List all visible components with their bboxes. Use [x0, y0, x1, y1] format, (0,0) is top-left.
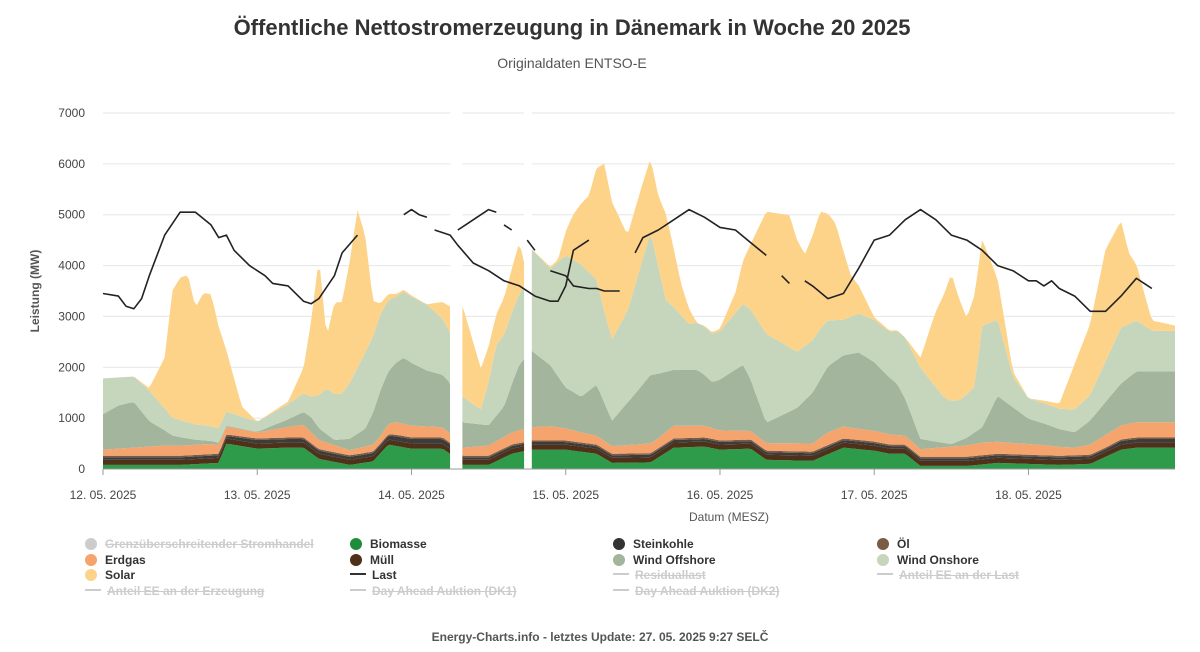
legend-label: Residuallast [635, 568, 706, 582]
legend-dot-icon [85, 569, 97, 581]
legend-label: Öl [897, 537, 910, 551]
legend-label: Anteil EE an der Last [899, 568, 1020, 582]
x-tick-label: 14. 05. 2025 [378, 488, 445, 502]
legend-label: Müll [370, 552, 394, 567]
legend-dot-icon [85, 538, 97, 550]
x-tick-label: 12. 05. 2025 [70, 488, 137, 502]
area-müll [103, 438, 1175, 466]
area-solar [103, 161, 1175, 429]
legend-label: Day Ahead Auktion (DK1) [372, 583, 517, 598]
y-tick-label: 1000 [58, 411, 85, 425]
area-wind-onshore [103, 235, 1175, 444]
x-tick-label: 15. 05. 2025 [532, 488, 599, 502]
legend-dot-icon [350, 538, 362, 550]
legend-item-last[interactable]: Last [350, 568, 397, 582]
x-tick-label: 17. 05. 2025 [841, 488, 908, 502]
area-öl [103, 434, 1175, 459]
data-gap [524, 103, 532, 469]
legend-label: Grenzüberschreitender Stromhandel [105, 537, 314, 551]
legend-line-icon [613, 588, 629, 591]
y-tick-label: 3000 [58, 309, 85, 323]
x-tick-label: 18. 05. 2025 [995, 488, 1062, 502]
legend-dot-icon [613, 538, 625, 550]
legend-item-müll[interactable]: Müll [350, 553, 394, 567]
y-tick-label: 0 [78, 462, 85, 476]
legend-dot-icon [85, 553, 97, 566]
legend-item-solar[interactable]: Solar [85, 568, 135, 582]
data-gap [450, 103, 463, 469]
legend-item-wind-offshore[interactable]: Wind Offshore [613, 553, 716, 567]
chart-svg: 0 1000 2000 3000 4000 5000 6000 7000 12. 05. 202… [28, 103, 1175, 524]
legend-label: Solar [105, 568, 136, 582]
legend-label: Day Ahead Auktion (DK2) [635, 583, 780, 598]
area-biomasse [103, 443, 1175, 469]
legend-item-öl[interactable]: Öl [877, 537, 910, 551]
legend-line-icon [613, 573, 629, 575]
x-tick-label: 16. 05. 2025 [687, 488, 754, 502]
area-erdgas [103, 422, 1175, 457]
chart-subtitle: Originaldaten ENTSO-E [497, 55, 647, 71]
legend-item-erdgas[interactable]: Erdgas [85, 553, 146, 567]
legend-item-steinkohle[interactable]: Steinkohle [613, 537, 694, 551]
area-steinkohle [103, 435, 1175, 461]
legend-line-icon [877, 573, 893, 575]
legend-item-biomasse[interactable]: Biomasse [350, 537, 427, 551]
legend-line-icon [85, 588, 101, 591]
legend-item-day-ahead-auktion-dk2-[interactable]: Day Ahead Auktion (DK2) [613, 584, 779, 598]
legend-label: Anteil EE an der Erzeugung [107, 583, 265, 598]
legend-item-anteil-ee-an-der-erzeugung[interactable]: Anteil EE an der Erzeugung [85, 584, 264, 598]
legend-item-anteil-ee-an-der-last[interactable]: Anteil EE an der Last [877, 568, 1019, 582]
y-axis-title: Leistung (MW) [28, 250, 42, 333]
x-axis-title: Datum (MESZ) [689, 510, 769, 524]
legend-label: Erdgas [105, 552, 146, 567]
x-tick-label: 13. 05. 2025 [224, 488, 291, 502]
chart-title: Öffentliche Nettostromerzeugung in Dänem… [233, 15, 911, 40]
legend-dot-icon [350, 553, 362, 566]
legend-label: Wind Offshore [633, 552, 716, 567]
legend-item-day-ahead-auktion-dk1-[interactable]: Day Ahead Auktion (DK1) [350, 584, 516, 598]
footer-update-note: Energy-Charts.info - letztes Update: 27.… [431, 630, 769, 644]
y-tick-label: 6000 [58, 157, 85, 171]
legend-label: Biomasse [370, 537, 427, 551]
legend-dot-icon [613, 553, 625, 566]
legend-item-residuallast[interactable]: Residuallast [613, 568, 706, 582]
y-tick-label: 7000 [58, 106, 85, 120]
y-tick-label: 5000 [58, 208, 85, 222]
y-tick-label: 2000 [58, 360, 85, 374]
legend-item-wind-onshore[interactable]: Wind Onshore [877, 553, 979, 567]
legend-line-icon [350, 588, 366, 591]
legend-line-icon [350, 573, 366, 575]
stacked-areas [103, 161, 1175, 469]
legend-label: Steinkohle [633, 537, 694, 551]
legend-label: Wind Onshore [897, 552, 979, 567]
legend-dot-icon [877, 538, 889, 550]
legend-item-grenzüberschreitender-stromhandel[interactable]: Grenzüberschreitender Stromhandel [85, 537, 314, 551]
line-last [102, 208, 1153, 313]
legend-dot-icon [877, 553, 889, 566]
y-tick-label: 4000 [58, 259, 85, 273]
area-wind-offshore [103, 350, 1175, 451]
legend-label: Last [372, 568, 397, 582]
